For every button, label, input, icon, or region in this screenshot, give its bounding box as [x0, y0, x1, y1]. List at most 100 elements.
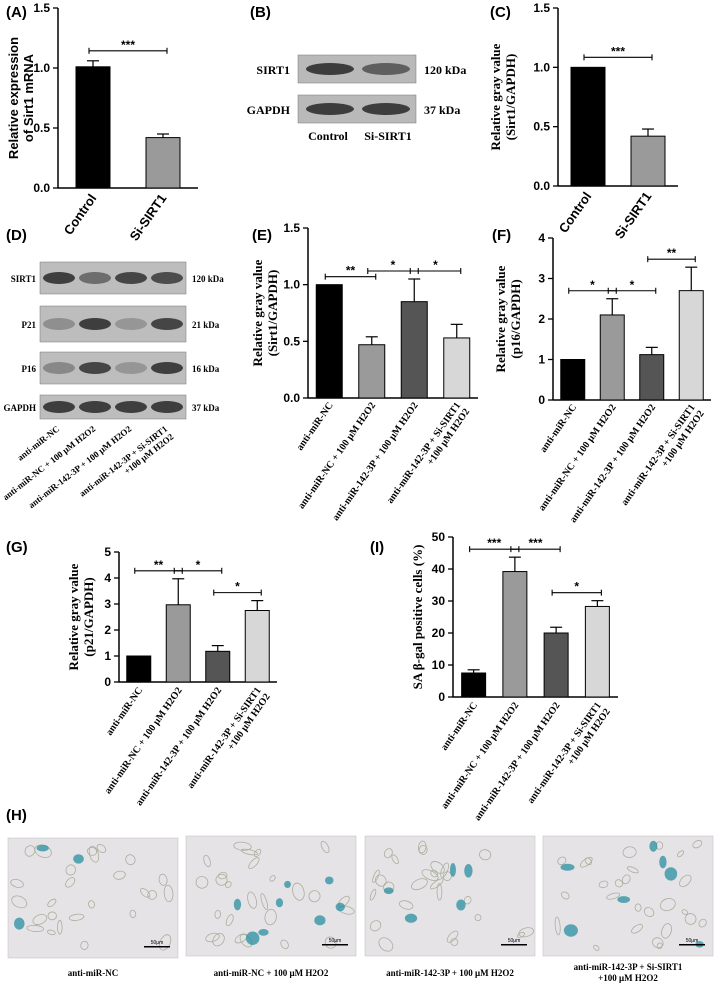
cell-outline [554, 916, 561, 936]
stained-cell [73, 854, 84, 864]
cell-outline [11, 895, 28, 909]
panel-label-c: (C) [490, 4, 511, 21]
cell-outline [560, 891, 570, 900]
cell-outline [80, 940, 89, 950]
bar [639, 354, 665, 401]
significance-label: *** [487, 536, 501, 550]
bar [315, 284, 343, 399]
stained-cell [284, 880, 291, 888]
stained-cell [383, 887, 394, 895]
stained-cell [258, 929, 269, 936]
cell-outline [217, 871, 228, 880]
stained-cell [275, 898, 284, 908]
y-tick-label: 5 [104, 545, 111, 559]
cell-outline [113, 870, 126, 880]
y-tick-label: 2 [538, 312, 545, 326]
panel-label-g: (G) [6, 539, 28, 556]
cell-outline [606, 892, 621, 900]
panel-label-a: (A) [6, 4, 27, 21]
cell-outline [684, 913, 697, 925]
blot-size-label: 120 kDa [424, 63, 466, 77]
y-axis-title: Relative gray value(Sirt1/GAPDH) [250, 259, 280, 366]
significance-label: *** [121, 38, 135, 52]
significance-label: ** [346, 264, 356, 278]
scale-bar [144, 946, 170, 948]
cell-outline [47, 898, 57, 908]
cell-outline [260, 893, 269, 911]
cell-outline [158, 873, 168, 886]
stained-cell [649, 840, 658, 852]
x-category-label: Control [556, 189, 595, 235]
blot-size-label: 16 kDa [192, 364, 220, 374]
bar [443, 337, 471, 399]
bar [678, 290, 704, 401]
y-tick-label: 0.0 [33, 181, 50, 195]
bar [400, 301, 428, 399]
cell-outline [203, 854, 211, 868]
panel-label-i: (I) [370, 539, 384, 556]
cell-outline [369, 920, 382, 932]
cell-outline [47, 911, 57, 921]
cell-outline [88, 845, 100, 863]
blot-band [115, 318, 147, 330]
cell-outline [68, 913, 85, 921]
blot-band [306, 103, 354, 115]
significance-label: * [391, 258, 396, 272]
cell-outline [280, 939, 289, 950]
blot-lane-label: Control [308, 129, 348, 143]
micrograph-caption: anti-miR-142-3P + Si-SIRT1 +100 μM H2O2 [574, 962, 683, 983]
cell-outline [375, 874, 387, 887]
y-tick-label: 1 [538, 353, 545, 367]
bar [145, 137, 181, 189]
x-category-label: anti-miR-142-3P + 100 μM H2O2 [330, 400, 420, 523]
blot-band [79, 401, 111, 413]
cell-outline [399, 900, 414, 910]
micrograph-caption: anti-miR-NC [68, 968, 119, 978]
cell-outline [26, 924, 45, 933]
y-tick-label: 1.0 [33, 61, 50, 75]
cell-outline [418, 844, 428, 855]
blot-size-label: 21 kDa [192, 320, 220, 330]
cell-outline [140, 888, 151, 898]
scale-bar-label: 50μm [508, 938, 521, 944]
cell-outline [659, 898, 676, 912]
cell-outline [214, 909, 221, 919]
cell-outline [129, 909, 137, 919]
cell-outline [463, 896, 472, 905]
blot-band [115, 362, 147, 374]
blot-band [362, 63, 410, 75]
cell-outline [474, 914, 482, 921]
blot-band [43, 272, 75, 284]
blot-protein-label: SIRT1 [256, 63, 290, 77]
significance-label: *** [528, 536, 542, 550]
cell-outline [269, 875, 276, 882]
cell-outline [622, 846, 637, 858]
y-tick-label: 10 [432, 658, 446, 672]
cell-outline [677, 850, 684, 858]
cell-outline [442, 871, 452, 881]
y-tick-label: 30 [432, 594, 446, 608]
cell-outline [212, 933, 225, 947]
scale-bar-label: 50μm [686, 938, 699, 944]
scale-bar [501, 944, 527, 946]
y-axis-title: SA β-gal positive cells (%) [410, 545, 425, 690]
stained-cell [449, 862, 456, 877]
y-axis-title: Relative gray value(Sirt1/GAPDH) [488, 43, 518, 150]
panel-label-f: (F) [492, 227, 511, 244]
cell-outline [10, 878, 24, 888]
y-tick-label: 40 [432, 562, 446, 576]
y-tick-label: 0 [104, 675, 111, 689]
y-tick-label: 2 [104, 623, 111, 637]
y-tick-label: 1.0 [283, 278, 300, 292]
y-tick-label: 1.5 [533, 1, 550, 15]
bar [560, 359, 586, 401]
panel-label-h: (H) [6, 807, 27, 824]
cell-outline [391, 854, 399, 865]
cell-outline [621, 874, 631, 885]
micrograph [185, 835, 357, 957]
cell-outline [418, 840, 427, 854]
blot-band [79, 362, 111, 374]
x-category-label: anti-miR-NC [295, 400, 336, 452]
stained-cell [464, 864, 473, 878]
